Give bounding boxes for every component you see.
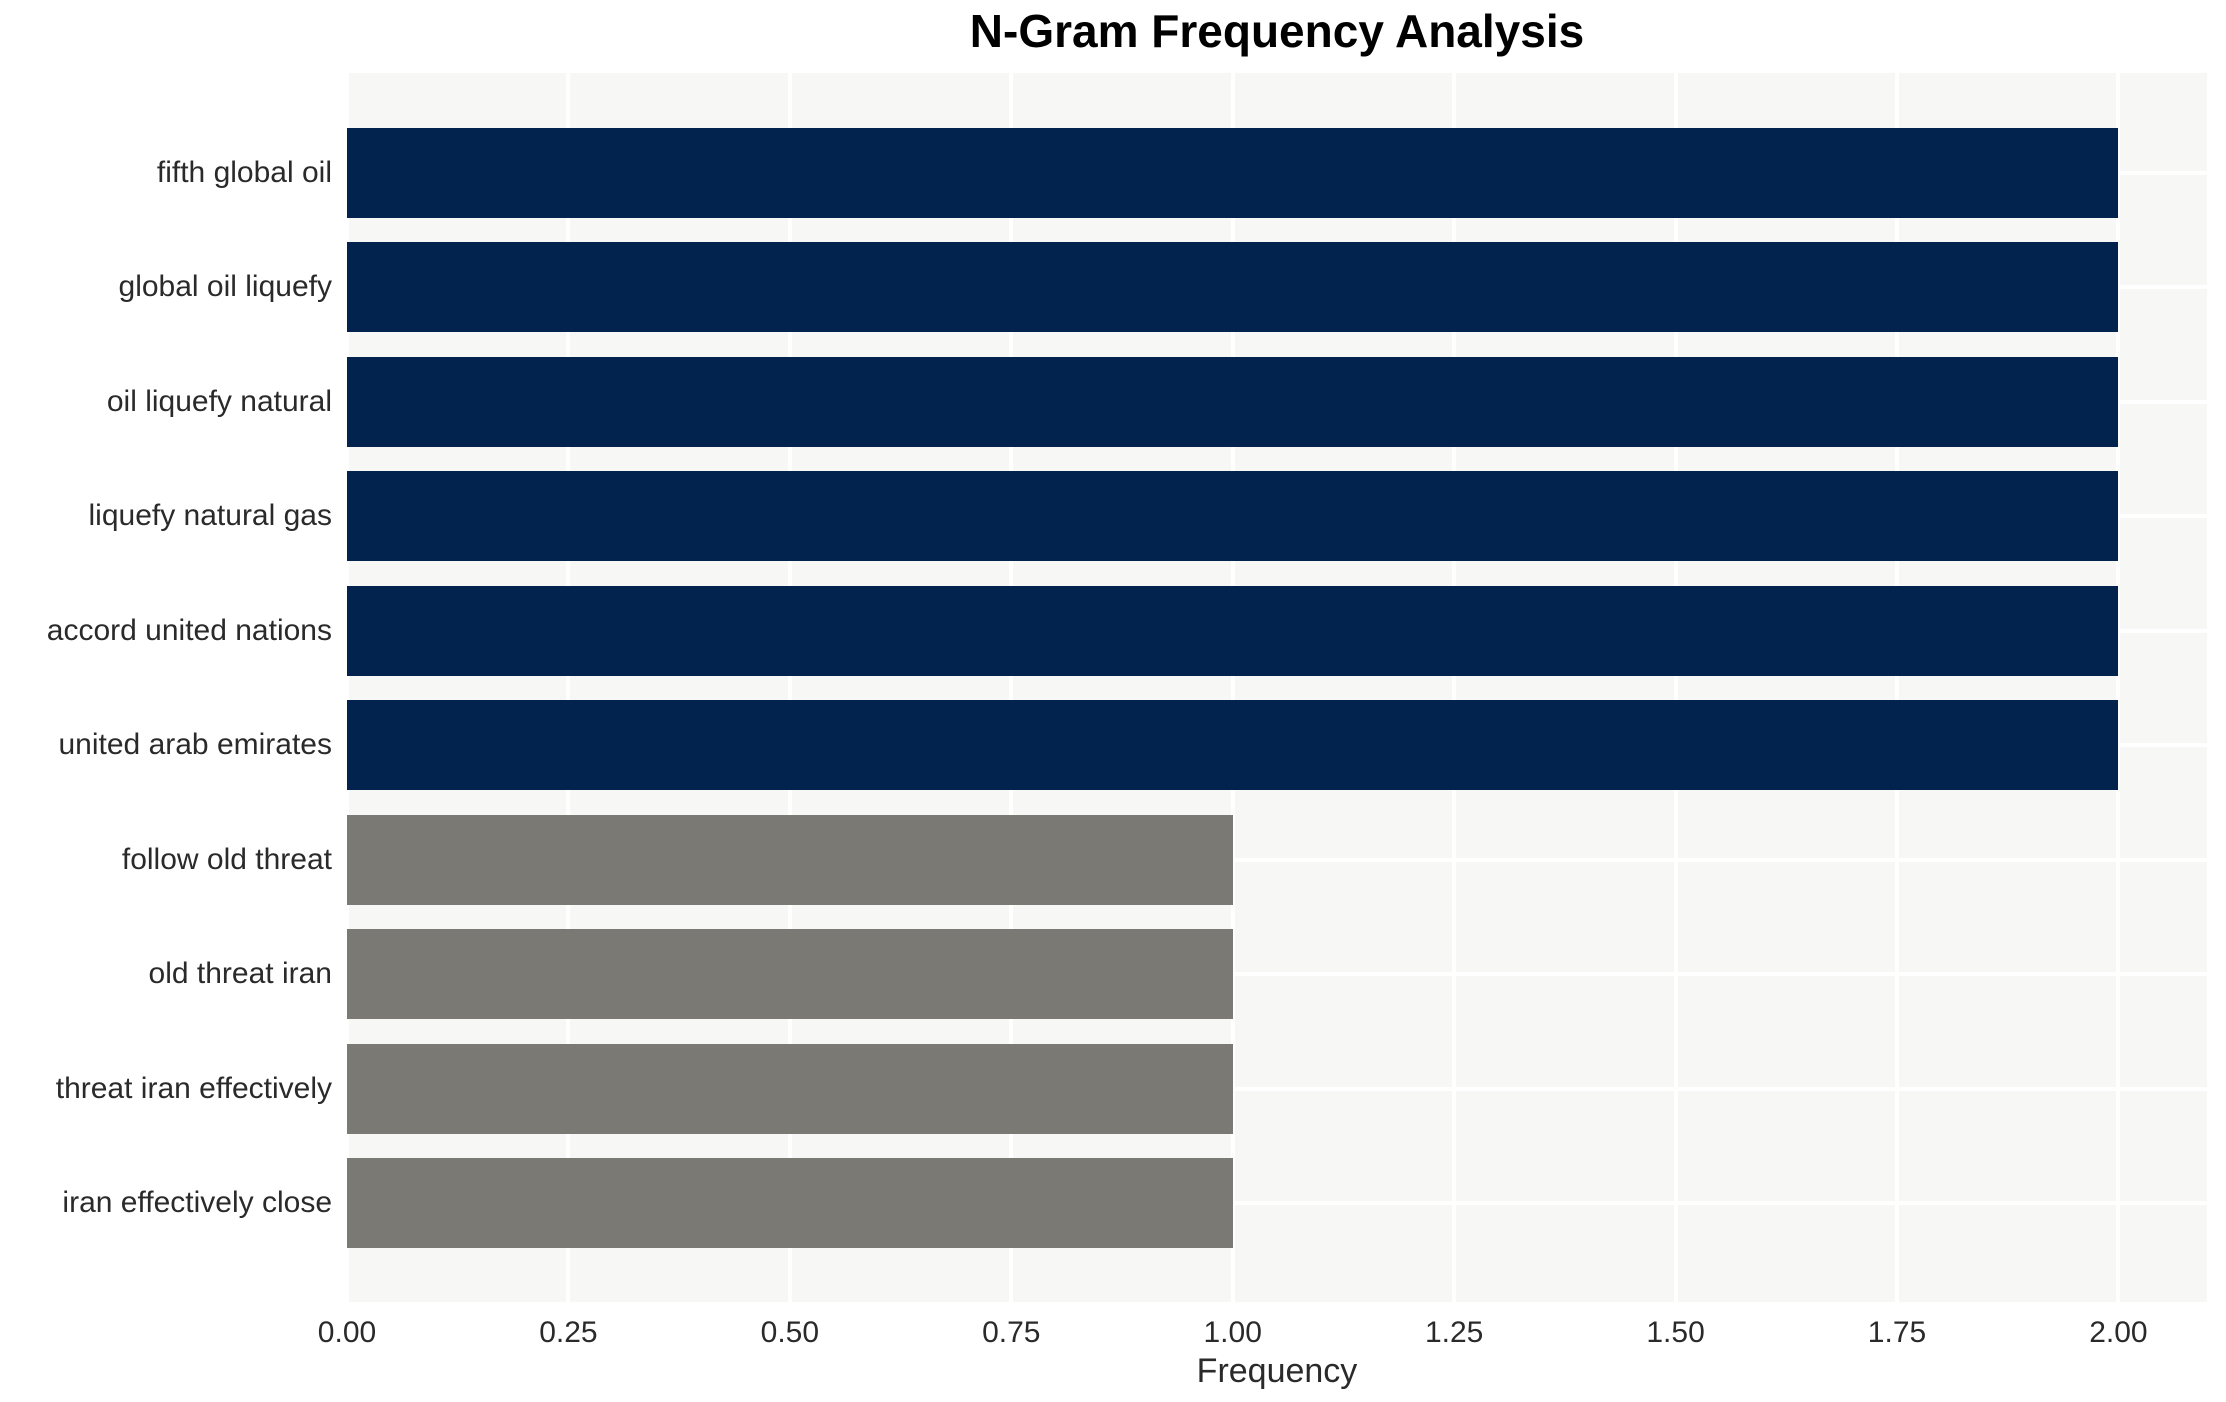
- y-tick-label-liquefy-natural-gas: liquefy natural gas: [88, 499, 333, 533]
- vertical-gridline-0.25: [566, 73, 571, 1302]
- x-tick-label-1.25: 1.25: [1424, 1316, 1484, 1349]
- vertical-gridline-0.75: [1009, 73, 1014, 1302]
- y-tick-label-fifth-global-oil: fifth global oil: [156, 156, 332, 189]
- bar-liquefy-natural-gas: [347, 471, 2119, 562]
- x-tick-label-2.00: 2.00: [2089, 1316, 2148, 1349]
- vertical-gridline-0.00: [347, 73, 349, 1302]
- y-tick-label-global-oil-liquefy: global oil liquefy: [118, 270, 332, 304]
- vertical-gridline-1.50: [1673, 73, 1678, 1302]
- bar-accord-united-nations: [347, 585, 2119, 676]
- x-tick-label-0.25: 0.25: [539, 1316, 598, 1349]
- vertical-gridline-0.50: [787, 73, 792, 1302]
- vertical-gridline-1.25: [1452, 73, 1457, 1302]
- bar-oil-liquefy-natural: [347, 356, 2119, 447]
- y-tick-label-old-threat-iran: old threat iran: [148, 957, 332, 991]
- y-tick-label-follow-old-threat: follow old threat: [121, 842, 332, 876]
- x-tick-label-1.75: 1.75: [1867, 1316, 1927, 1349]
- chart-title: N-Gram Frequency Analysis: [969, 5, 1585, 57]
- x-tick-label-1.50: 1.50: [1646, 1316, 1705, 1349]
- plot-area: [347, 73, 2207, 1302]
- x-tick-label-1.00: 1.00: [1203, 1316, 1262, 1349]
- horizontal-gridline-row-6: [347, 857, 2207, 862]
- bar-threat-iran-effectively: [347, 1043, 1233, 1134]
- y-tick-label-oil-liquefy-natural: oil liquefy natural: [106, 384, 332, 418]
- x-axis-title: Frequency: [1196, 1352, 1358, 1390]
- bar-fifth-global-oil: [347, 128, 2119, 218]
- bar-old-threat-iran: [347, 929, 1233, 1020]
- horizontal-gridline-row-9: [347, 1201, 2207, 1205]
- x-tick-label-0.75: 0.75: [982, 1316, 1041, 1349]
- vertical-gridline-1.75: [1895, 73, 1899, 1302]
- x-tick-label-0.50: 0.50: [760, 1316, 820, 1349]
- vertical-gridline-1.00: [1230, 73, 1235, 1302]
- horizontal-gridline-row-8: [347, 1086, 2207, 1091]
- vertical-gridline-2.00: [2116, 73, 2121, 1302]
- bar-follow-old-threat: [347, 814, 1233, 905]
- y-tick-label-united-arab-emirates: united arab emirates: [58, 728, 333, 762]
- bar-united-arab-emirates: [347, 700, 2119, 791]
- bar-global-oil-liquefy: [347, 242, 2119, 333]
- bar-iran-effectively-close: [347, 1158, 1233, 1248]
- y-tick-label-accord-united-nations: accord united nations: [46, 613, 332, 647]
- y-tick-label-threat-iran-effectively: threat iran effectively: [55, 1071, 332, 1105]
- horizontal-gridline-row-7: [347, 972, 2207, 977]
- x-tick-label-0.00: 0.00: [317, 1316, 377, 1349]
- y-tick-label-iran-effectively-close: iran effectively close: [62, 1186, 332, 1219]
